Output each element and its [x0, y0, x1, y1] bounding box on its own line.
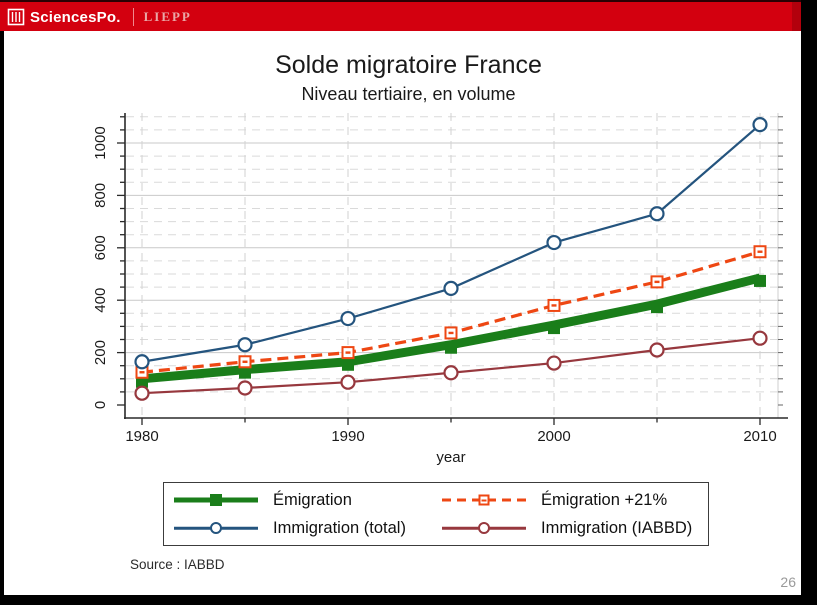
legend-marker [478, 494, 490, 506]
series-3 [134, 117, 768, 370]
y-tick-label: 0 [92, 401, 109, 409]
legend-item-emigration: Émigration [174, 487, 442, 513]
x-tick-label: 1990 [331, 428, 364, 445]
legend-swatch-emigration-plus21 [442, 492, 526, 508]
legend: Émigration Émigration +21% Immigration (… [163, 482, 709, 546]
x-tick-label: 1980 [125, 428, 158, 445]
legend-item-immigration-iabbd: Immigration (IABBD) [442, 515, 700, 541]
legend-label: Immigration (total) [273, 518, 406, 537]
axis-tick-labels: 0 200 400 600 800 1000 1980 1990 2000 2010 [92, 126, 777, 445]
chart-subtitle: Niveau tertiaire, en volume [301, 84, 516, 104]
legend-label: Émigration +21% [541, 490, 668, 509]
legend-marker [210, 494, 222, 506]
legend-marker [478, 522, 490, 534]
legend-swatch-emigration [174, 492, 258, 508]
legend-swatch-immigration-total [174, 520, 258, 536]
x-axis-title: year [436, 449, 466, 466]
legend-label: Émigration [273, 490, 352, 509]
page-number: 26 [780, 574, 796, 590]
y-tick-label: 1000 [92, 126, 109, 159]
brand-block: SciencesPo. LIEPP [7, 7, 192, 27]
legend-item-immigration-total: Immigration (total) [174, 515, 442, 541]
series-2 [135, 245, 767, 379]
series-4 [134, 330, 768, 401]
y-tick-label: 800 [92, 183, 109, 208]
legend-marker [210, 522, 222, 534]
brand-name: SciencesPo. [30, 8, 121, 26]
series-1 [136, 273, 766, 388]
legend-item-emigration-plus21: Émigration +21% [442, 487, 700, 513]
chart-title: Solde migratoire France [275, 51, 542, 79]
source-note: Source : IABBD [130, 557, 225, 572]
y-tick-label: 400 [92, 288, 109, 313]
legend-label: Immigration (IABBD) [541, 518, 693, 537]
header-bar: SciencesPo. LIEPP [0, 0, 801, 31]
x-tick-label: 2000 [537, 428, 570, 445]
legend-swatch-immigration-iabbd [442, 520, 526, 536]
axes [117, 113, 788, 425]
y-tick-label: 200 [92, 340, 109, 365]
header-divider [132, 8, 134, 26]
sciencespo-logo-icon [7, 8, 25, 26]
y-tick-label: 600 [92, 235, 109, 260]
x-tick-label: 2010 [743, 428, 776, 445]
department-name: LIEPP [143, 9, 192, 24]
header-right-cap [792, 2, 801, 31]
